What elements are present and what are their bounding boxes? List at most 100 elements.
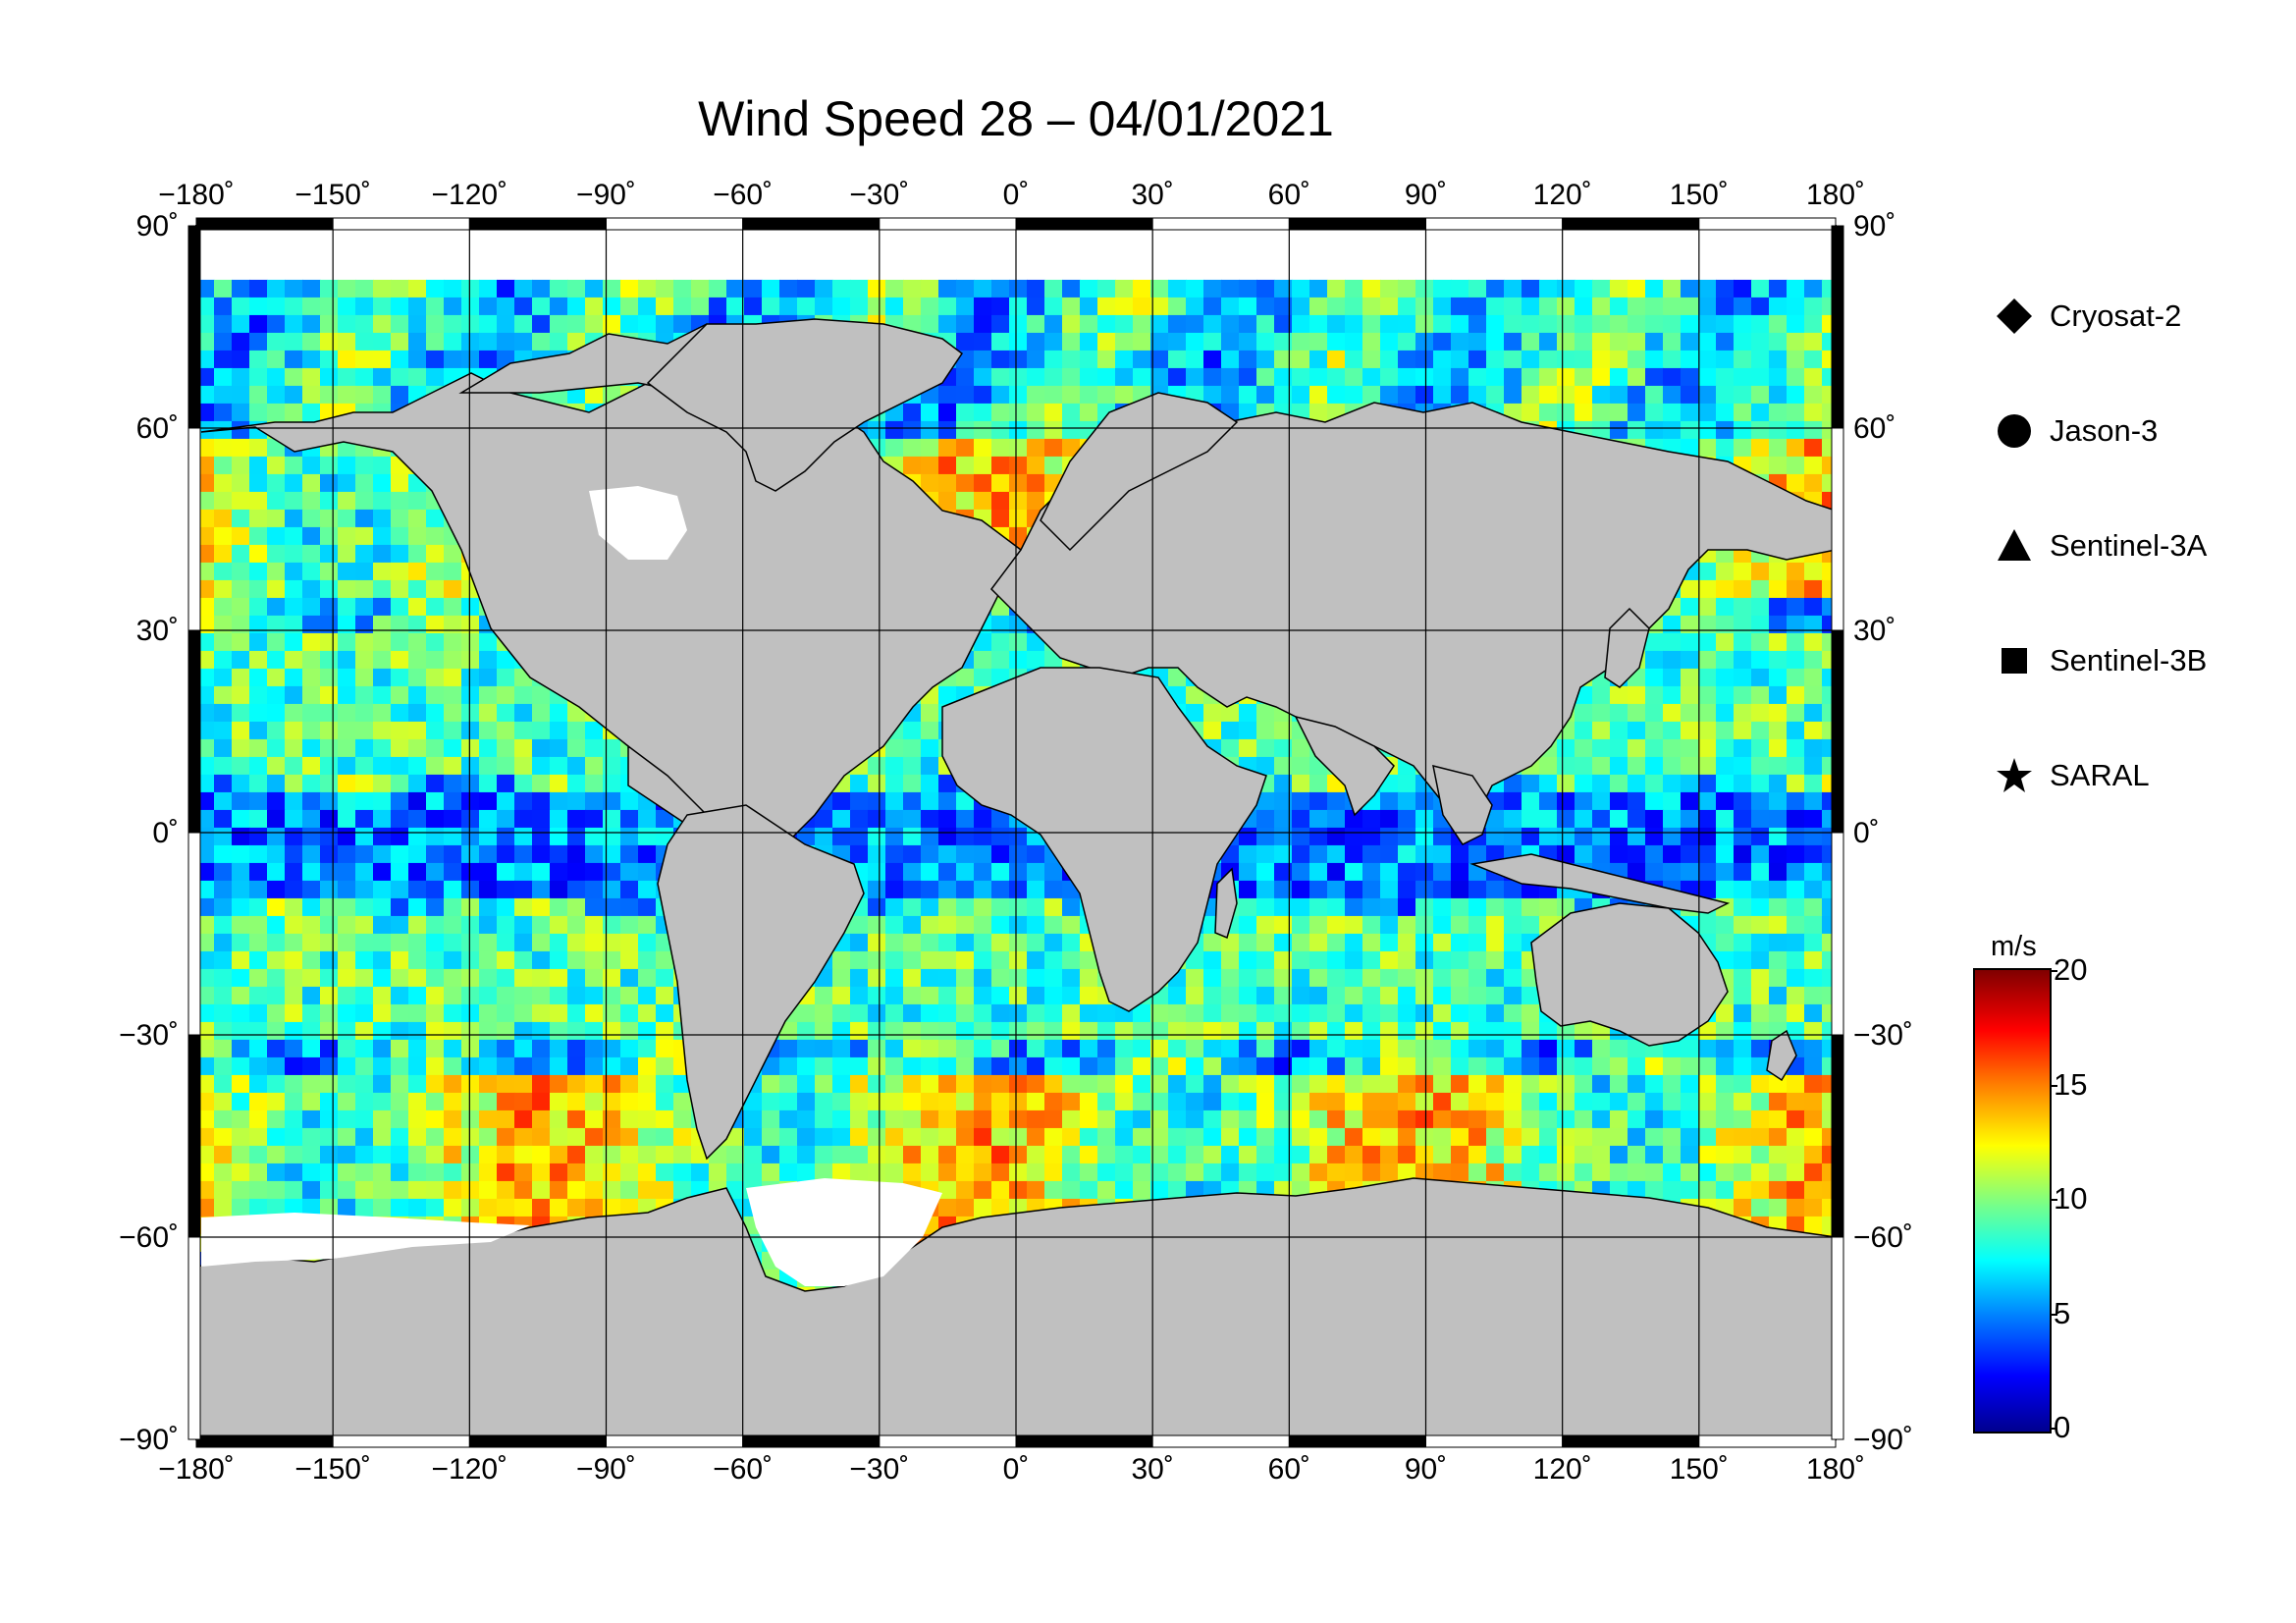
swath-cell bbox=[1804, 756, 1823, 776]
swath-cell bbox=[1610, 809, 1629, 829]
swath-cell bbox=[1133, 1109, 1151, 1129]
swath-cell bbox=[1044, 1109, 1063, 1129]
swath-cell bbox=[1186, 1109, 1204, 1129]
swath-cell bbox=[479, 1127, 498, 1147]
swath-cell bbox=[1239, 721, 1257, 740]
swath-cell bbox=[1716, 791, 1735, 811]
swath-cell bbox=[1751, 1145, 1770, 1164]
swath-cell bbox=[832, 1145, 851, 1164]
swath-cell bbox=[532, 791, 551, 811]
swath-cell bbox=[956, 862, 975, 882]
swath-cell bbox=[214, 721, 233, 740]
swath-cell bbox=[426, 332, 445, 352]
swath-cell bbox=[302, 986, 321, 1005]
swath-cell bbox=[1239, 350, 1257, 369]
swath-cell bbox=[1610, 297, 1629, 316]
swath-cell bbox=[1398, 1003, 1416, 1023]
swath-cell bbox=[1239, 1039, 1257, 1058]
swath-cell bbox=[885, 438, 904, 458]
swath-cell bbox=[391, 1180, 409, 1200]
swath-cell bbox=[1468, 1039, 1487, 1058]
swath-cell bbox=[249, 473, 268, 493]
swath-cell bbox=[338, 685, 356, 705]
swath-cell bbox=[196, 332, 215, 352]
swath-cell bbox=[1663, 827, 1682, 846]
swath-cell bbox=[373, 385, 392, 405]
swath-cell bbox=[1716, 721, 1735, 740]
swath-cell bbox=[444, 791, 462, 811]
swath-cell bbox=[691, 279, 710, 298]
swath-cell bbox=[232, 897, 250, 917]
swath-cell bbox=[1398, 827, 1416, 846]
swath-cell bbox=[1256, 1056, 1275, 1076]
swath-cell bbox=[373, 756, 392, 776]
swath-cell bbox=[1027, 279, 1045, 298]
swath-cell bbox=[550, 1003, 568, 1023]
swath-cell bbox=[249, 703, 268, 723]
swath-cell bbox=[797, 1163, 816, 1182]
swath-cell bbox=[1698, 1021, 1717, 1041]
swath-cell bbox=[1097, 279, 1116, 298]
swath-cell bbox=[1398, 1039, 1416, 1058]
swath-cell bbox=[408, 986, 427, 1005]
swath-cell bbox=[956, 933, 975, 952]
swath-cell bbox=[1044, 403, 1063, 422]
swath-cell bbox=[1592, 1056, 1611, 1076]
swath-cell bbox=[1628, 1074, 1646, 1094]
swath-cell bbox=[1628, 844, 1646, 864]
swath-cell bbox=[1168, 279, 1187, 298]
swath-cell bbox=[532, 756, 551, 776]
swath-cell bbox=[1044, 279, 1063, 298]
swath-cell bbox=[903, 1127, 922, 1147]
swath-cell bbox=[196, 279, 215, 298]
swath-cell bbox=[1221, 1021, 1240, 1041]
swath-cell bbox=[196, 1003, 215, 1023]
swath-cell bbox=[1080, 1145, 1098, 1164]
swath-cell bbox=[232, 756, 250, 776]
swath-cell bbox=[338, 915, 356, 935]
swath-cell bbox=[249, 1127, 268, 1147]
swath-cell bbox=[461, 897, 480, 917]
swath-cell bbox=[991, 385, 1010, 405]
swath-cell bbox=[1309, 1145, 1328, 1164]
swath-cell bbox=[338, 1074, 356, 1094]
swath-cell bbox=[1009, 1074, 1028, 1094]
map-title: Wind Speed 28 – 04/01/2021 bbox=[698, 91, 1334, 146]
swath-cell bbox=[1345, 385, 1363, 405]
swath-cell bbox=[1009, 456, 1028, 475]
swath-cell bbox=[1504, 1092, 1522, 1111]
swath-cell bbox=[338, 562, 356, 581]
swath-cell bbox=[1327, 950, 1346, 970]
swath-cell bbox=[1751, 332, 1770, 352]
swath-cell bbox=[1415, 1021, 1434, 1041]
swath-cell bbox=[1080, 950, 1098, 970]
swath-cell bbox=[1681, 420, 1699, 440]
swath-cell bbox=[638, 950, 657, 970]
swath-cell bbox=[1027, 350, 1045, 369]
swath-cell bbox=[938, 1198, 957, 1217]
swath-cell bbox=[497, 809, 515, 829]
swath-cell bbox=[285, 933, 303, 952]
swath-cell bbox=[302, 297, 321, 316]
swath-cell bbox=[232, 544, 250, 564]
swath-cell bbox=[1681, 862, 1699, 882]
swath-cell bbox=[461, 1145, 480, 1164]
swath-cell bbox=[1186, 279, 1204, 298]
swath-cell bbox=[408, 332, 427, 352]
swath-cell bbox=[391, 314, 409, 334]
swath-cell bbox=[1751, 844, 1770, 864]
swath-cell bbox=[1380, 1109, 1399, 1129]
swath-cell bbox=[1433, 385, 1452, 405]
swath-cell bbox=[373, 526, 392, 546]
swath-cell bbox=[426, 986, 445, 1005]
swath-cell bbox=[1009, 403, 1028, 422]
swath-cell bbox=[1787, 403, 1805, 422]
swath-cell bbox=[620, 1056, 639, 1076]
swath-cell bbox=[532, 950, 551, 970]
swath-cell bbox=[1415, 1109, 1434, 1129]
swath-cell bbox=[1115, 1127, 1134, 1147]
swath-cell bbox=[444, 1145, 462, 1164]
swath-cell bbox=[1575, 738, 1593, 758]
swath-cell bbox=[1451, 862, 1469, 882]
swath-cell bbox=[479, 297, 498, 316]
